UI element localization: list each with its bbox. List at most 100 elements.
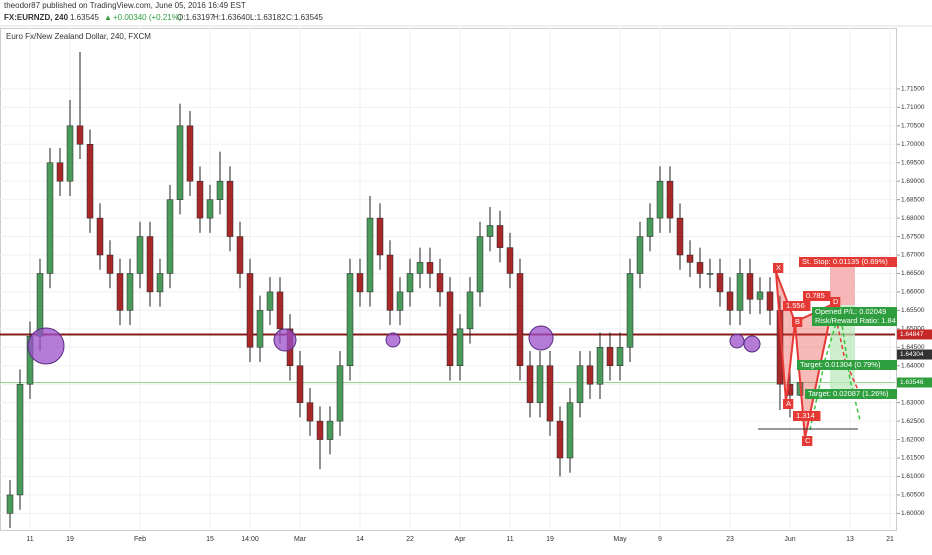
candle-body xyxy=(486,225,494,237)
candle-body xyxy=(656,180,664,219)
annotation-box xyxy=(799,257,913,267)
annotation-box xyxy=(783,399,794,409)
candle-body xyxy=(126,273,134,311)
candle-body xyxy=(456,328,464,366)
arrow: ▲ xyxy=(104,13,112,22)
annotation-box xyxy=(803,291,831,301)
annotation: Target: 0.02087 (1.26%) xyxy=(808,389,889,398)
price-label: 1.64304 xyxy=(900,351,924,358)
candle-body xyxy=(66,125,74,182)
candle-body xyxy=(506,247,514,274)
ohlc-close: C:1.63545 xyxy=(286,13,323,22)
annotation: St. Stop: 0.01135 (0.69%) xyxy=(802,257,888,266)
candle-body xyxy=(116,273,124,311)
candle-body xyxy=(556,420,564,459)
annotation-box xyxy=(812,316,917,326)
candle-body xyxy=(756,291,764,300)
x-tick-label: 11 xyxy=(26,536,33,543)
candle-body xyxy=(626,273,634,348)
y-tick-label: 1.64000 xyxy=(901,362,925,369)
candle-body xyxy=(586,365,594,385)
candle-body xyxy=(36,273,44,337)
chart-title: Euro Fx/New Zealand Dollar, 240, FXCM xyxy=(6,32,151,41)
price-axis xyxy=(897,28,932,531)
ohlc-open: O:1.63197 xyxy=(177,13,215,22)
candle-body xyxy=(726,291,734,311)
candle-body xyxy=(96,217,104,256)
annotation-box xyxy=(783,301,811,311)
candle-body xyxy=(636,236,644,274)
candle-body xyxy=(56,162,64,182)
price-label-box xyxy=(897,377,932,388)
y-tick-label: 1.60000 xyxy=(901,510,925,517)
candle-body xyxy=(696,262,704,274)
candle-body xyxy=(106,254,114,274)
annotation: A xyxy=(786,399,791,408)
candle-body xyxy=(356,273,364,293)
symbol-info: FX:EURNZD, 240 1.63545 ▲ +0.00340 (+0.21… xyxy=(4,13,323,22)
candle-body xyxy=(516,273,524,366)
circle xyxy=(27,327,65,365)
candle-body xyxy=(676,217,684,256)
candle-body xyxy=(76,125,84,145)
candle-body xyxy=(566,402,574,459)
circle xyxy=(385,332,401,348)
y-tick-label: 1.69500 xyxy=(901,159,925,166)
candle-body xyxy=(666,180,674,219)
candle-body xyxy=(366,217,374,293)
candle-body xyxy=(86,144,94,219)
x-tick-label: 23 xyxy=(726,536,734,543)
y-tick-label: 1.68500 xyxy=(901,196,925,203)
candle-body xyxy=(526,365,534,403)
x-tick-label: 9 xyxy=(658,536,662,543)
change: +0.00340 (+0.21%) xyxy=(113,13,182,22)
candle-body xyxy=(216,180,224,200)
candle-body xyxy=(46,162,54,274)
annotation: B xyxy=(795,317,800,326)
candle-body xyxy=(396,291,404,311)
candle-body xyxy=(766,291,774,311)
y-tick-label: 1.68000 xyxy=(901,215,925,222)
annotation-box xyxy=(797,360,902,370)
annotation: C xyxy=(805,436,811,445)
annotation: X xyxy=(776,263,781,272)
candle-body xyxy=(706,273,714,275)
candle-body xyxy=(426,262,434,274)
candle-body xyxy=(406,273,414,293)
annotation-box xyxy=(812,307,900,317)
annotation: Target: 0.01304 (0.79%) xyxy=(800,360,881,369)
candle-body xyxy=(416,262,424,274)
candle-body xyxy=(306,402,314,422)
x-tick-label: 13 xyxy=(846,536,854,543)
x-tick-label: May xyxy=(613,536,627,543)
y-tick-label: 1.67000 xyxy=(901,252,925,259)
y-tick-label: 1.71000 xyxy=(901,104,925,111)
candle-body xyxy=(686,254,694,263)
candle-body xyxy=(236,236,244,274)
candle-body xyxy=(326,420,334,440)
ohlc-high: H:1.63640 xyxy=(213,13,250,22)
annotation-box xyxy=(792,317,803,327)
y-tick-label: 1.62500 xyxy=(901,418,925,425)
candle-body xyxy=(196,180,204,219)
candle-body xyxy=(6,494,14,514)
y-tick-label: 1.65500 xyxy=(901,307,925,314)
x-tick-label: 19 xyxy=(546,536,554,543)
candle-body xyxy=(746,273,754,300)
x-tick-label: 22 xyxy=(406,536,414,543)
candle-body xyxy=(616,347,624,366)
price-label-box xyxy=(897,349,932,360)
candle-body xyxy=(346,273,354,366)
xab-leg xyxy=(775,271,797,403)
candle-body xyxy=(546,365,554,422)
y-tick-label: 1.63000 xyxy=(901,399,925,406)
candle-body xyxy=(496,225,504,248)
annotation-box xyxy=(830,297,841,307)
annotation-box xyxy=(805,389,910,399)
annotation-box xyxy=(793,411,821,421)
candle-body xyxy=(16,383,24,496)
publisher: theodor87 published on TradingView.com, … xyxy=(4,1,246,10)
candles xyxy=(6,51,804,529)
